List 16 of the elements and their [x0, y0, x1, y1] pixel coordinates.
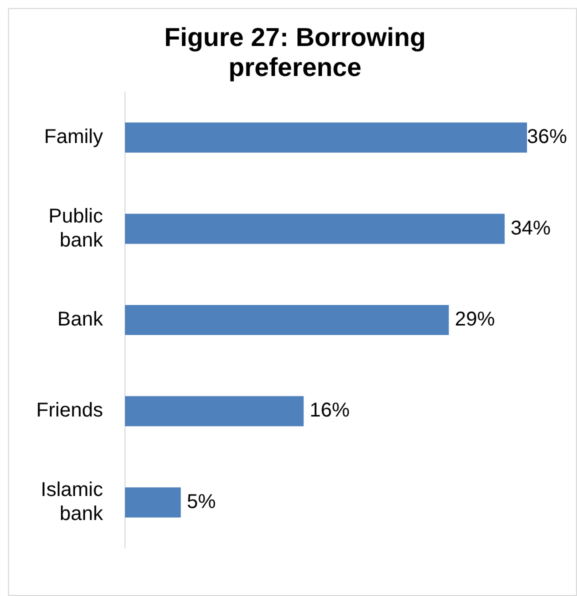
data-label: 5%: [186, 490, 216, 513]
y-tick-label: Bank: [57, 308, 104, 331]
bar: [125, 487, 181, 518]
y-tick-label: Public bank: [48, 205, 104, 252]
bar: [125, 214, 505, 244]
y-tick-label: Friends: [36, 400, 103, 422]
bar: [125, 396, 304, 426]
data-label: 29%: [454, 308, 496, 331]
y-tick-label: Islamic bank: [40, 478, 104, 525]
chart-title: Figure 27: Borrowing preference: [163, 22, 427, 82]
data-label: 34%: [510, 217, 551, 240]
bar: [125, 304, 449, 336]
data-label: 16%: [310, 400, 350, 422]
data-label: 36%: [527, 126, 568, 148]
bar: [125, 122, 527, 153]
y-tick-label: Family: [44, 126, 103, 148]
